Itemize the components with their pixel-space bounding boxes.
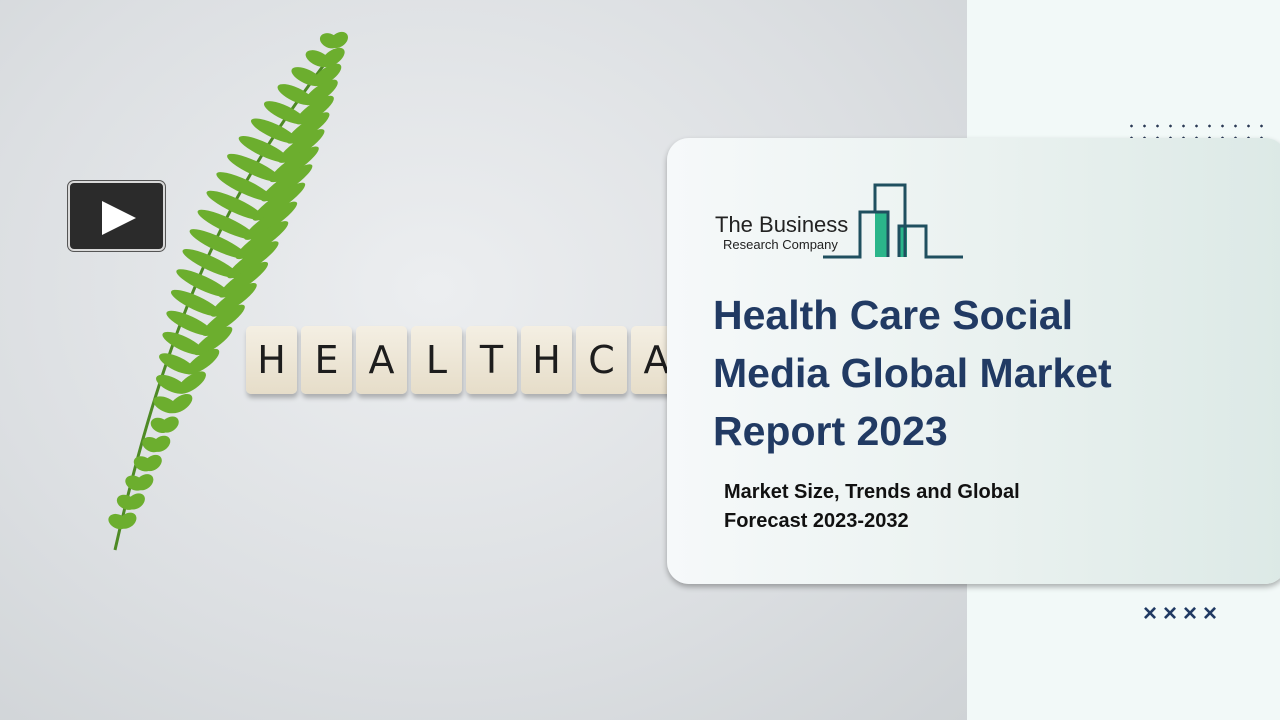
cross-decoration: ××××	[1143, 600, 1224, 627]
fern-leaf	[216, 172, 273, 202]
letter-tile: T	[466, 326, 517, 394]
fern-leaf	[143, 454, 162, 472]
fern-leaf	[312, 63, 342, 87]
fern-leaf	[244, 201, 298, 240]
fern-leaf	[152, 435, 171, 452]
fern-leaf	[235, 221, 289, 260]
dot-grid-decoration	[1125, 120, 1265, 140]
fern-leaf	[210, 282, 257, 317]
title-card	[667, 138, 1280, 584]
letter-tile: L	[411, 326, 462, 394]
fern-leaf	[177, 371, 206, 394]
fern-leaf	[206, 190, 265, 221]
fern-leaf	[166, 310, 213, 336]
logo-name: The Business	[715, 212, 849, 237]
fern-leaf	[304, 79, 338, 106]
fern-leaf	[278, 129, 325, 163]
building-chart-icon	[823, 183, 963, 259]
fern-leaf	[252, 182, 306, 221]
fern-leaf	[295, 95, 334, 125]
fern-leaf	[118, 512, 137, 529]
fern-leaf	[227, 153, 281, 182]
fern-icon	[108, 31, 348, 551]
fern-leaf	[182, 248, 239, 278]
fern-leaf	[227, 241, 279, 279]
fern-leaf	[189, 229, 248, 259]
fern-leaf	[238, 135, 290, 163]
fern-leaf	[250, 118, 298, 144]
fern-leaf	[162, 331, 205, 356]
fern-leaf	[329, 31, 348, 48]
letter-tile: H	[521, 326, 572, 394]
letter-tile: E	[301, 326, 352, 394]
fern-leaf	[269, 146, 319, 183]
report-title: Health Care Social Media Global Market R…	[713, 292, 1112, 454]
letter-tile: C	[576, 326, 627, 394]
fern-leaf	[321, 47, 345, 67]
fern-leaf	[202, 304, 245, 336]
fern-leaf	[261, 164, 313, 202]
fern-leaf	[194, 326, 233, 356]
play-button[interactable]	[68, 181, 165, 251]
fern-leaf	[170, 289, 222, 317]
report-subtitle: Market Size, Trends and Global Forecast …	[724, 481, 1020, 532]
fern-leaf	[219, 261, 269, 298]
fern-leaf	[185, 348, 220, 375]
fern-leaf	[197, 209, 256, 240]
letter-tile: A	[356, 326, 407, 394]
fern-leaf	[176, 269, 231, 298]
fern-leaf	[135, 474, 154, 491]
fern-leaf	[286, 112, 330, 144]
fern-leaf	[169, 393, 193, 414]
play-icon	[102, 201, 136, 235]
fern-leaf	[126, 493, 145, 510]
letter-tile: H	[246, 326, 297, 394]
fern-leaf	[263, 101, 306, 125]
fern-leaf	[160, 416, 179, 433]
logo-tagline: Research Company	[723, 237, 838, 252]
